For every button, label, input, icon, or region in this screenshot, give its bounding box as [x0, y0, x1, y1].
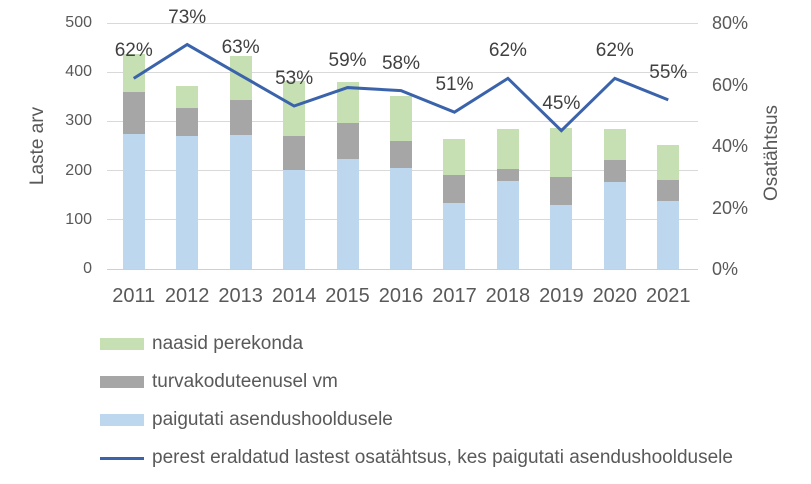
- y-axis-left-tick-label: 100: [65, 210, 92, 228]
- data-label: 51%: [435, 74, 474, 96]
- data-label: 58%: [381, 52, 421, 74]
- bar-segment-2013: [229, 99, 252, 135]
- bar-segment-2014: [283, 169, 306, 269]
- x-axis-tick-label: 2019: [539, 285, 584, 307]
- bar-segment-2018: [496, 128, 519, 169]
- legend-color-swatch: [100, 376, 144, 388]
- x-axis-tick-label: 2011: [112, 285, 156, 307]
- legend-color-swatch: [100, 338, 144, 350]
- bar-segment-2021: [657, 145, 680, 180]
- data-label: 62%: [114, 40, 153, 62]
- legend-label: naasid perekonda: [152, 333, 304, 354]
- y-axis-right-tick-label: 20%: [712, 197, 749, 218]
- bar-segment-2017: [443, 202, 466, 269]
- bar-segment-2018: [496, 168, 519, 182]
- bar-segment-2015: [336, 158, 359, 269]
- y-axis-left-tick-label: 500: [65, 14, 92, 31]
- bar-segment-2020: [603, 182, 626, 269]
- bar-segment-2013: [229, 56, 252, 100]
- data-label: 73%: [168, 6, 207, 28]
- data-label: 59%: [328, 49, 367, 71]
- y-axis-left-tick-label: 400: [65, 63, 92, 81]
- data-label: 53%: [275, 68, 314, 90]
- bar-segment-2020: [603, 160, 626, 183]
- bar-segment-2019: [550, 176, 573, 206]
- legend-label: paigutati asendushooldusele: [152, 409, 393, 430]
- bar-segment-2013: [229, 134, 252, 269]
- bar-segment-2012: [176, 107, 199, 137]
- x-axis-tick-label: 2018: [485, 285, 531, 307]
- bar-segment-2017: [443, 138, 466, 175]
- bar-segment-2015: [336, 123, 359, 159]
- bar-segment-2012: [176, 86, 199, 108]
- data-label: 62%: [595, 40, 634, 62]
- bar-segment-2019: [550, 128, 573, 177]
- data-label: 63%: [221, 37, 260, 59]
- legend-item: turvakoduteenusel vm: [100, 363, 733, 401]
- legend-label: turvakoduteenusel vm: [152, 371, 338, 392]
- y-axis-right-tick-label: 60%: [712, 74, 749, 95]
- x-axis-tick-label: 2014: [271, 285, 317, 307]
- bar-segment-2019: [550, 205, 573, 269]
- x-axis-tick-label: 2016: [378, 285, 424, 307]
- legend-line-marker: [100, 456, 144, 460]
- bar-segment-2021: [657, 201, 680, 269]
- bar-segment-2014: [283, 135, 306, 170]
- bar-segment-2016: [390, 168, 412, 269]
- legend: naasid perekonda turvakoduteenusel vm paig…: [100, 325, 733, 477]
- legend-item: naasid perekonda: [100, 325, 733, 363]
- bar-segment-2015: [336, 81, 359, 124]
- bar-segment-2012: [176, 136, 199, 269]
- bar-segment-2017: [443, 174, 466, 203]
- x-axis-line: [107, 268, 698, 270]
- y-axis-right-tick-label: 40%: [712, 136, 749, 156]
- data-label: 45%: [542, 92, 581, 114]
- y-axis-left-tick-label: 0: [83, 260, 92, 277]
- y-axis-title-left: Laste arv: [27, 106, 48, 186]
- x-axis-tick-label: 2020: [592, 285, 638, 307]
- data-label: 62%: [488, 40, 527, 62]
- y-axis-title-right: Osatähtsus: [761, 104, 782, 202]
- bar-segment-2016: [390, 140, 412, 169]
- y-axis-left-tick-label: 300: [65, 112, 92, 130]
- bar-segment-2011: [122, 133, 145, 269]
- bar-segment-2018: [496, 181, 519, 269]
- y-axis-right-tick-label: 0%: [712, 259, 739, 279]
- y-axis-left-tick-label: 200: [65, 161, 92, 179]
- bar-segment-2011: [122, 92, 145, 134]
- legend-color-swatch: [100, 414, 144, 426]
- data-label: 55%: [649, 61, 688, 83]
- bar-segment-2020: [603, 129, 626, 161]
- bar-segment-2021: [657, 179, 680, 202]
- x-axis-tick-label: 2021: [646, 285, 691, 307]
- x-axis-tick-label: 2012: [164, 285, 210, 307]
- x-axis-tick-label: 2013: [218, 285, 263, 307]
- legend-item: perest eraldatud lastest osatähtsus, kes…: [100, 439, 733, 477]
- bar-segment-2016: [390, 95, 412, 141]
- y-axis-right-tick-label: 80%: [712, 13, 749, 33]
- legend-label: perest eraldatud lastest osatähtsus, kes…: [152, 447, 733, 468]
- gridline: [107, 22, 698, 24]
- legend-item: paigutati asendushooldusele: [100, 401, 733, 439]
- x-axis-tick-label: 2015: [325, 285, 370, 307]
- x-axis-tick-label: 2017: [432, 285, 477, 307]
